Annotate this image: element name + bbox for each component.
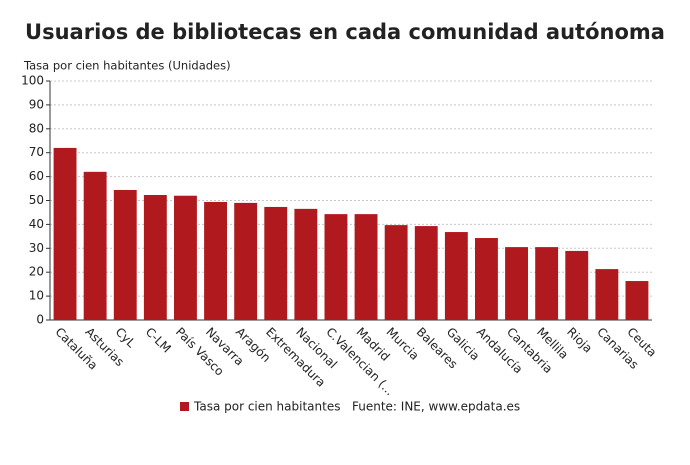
bar: [324, 214, 348, 320]
bar: [565, 250, 589, 320]
y-tick-label: 50: [29, 193, 44, 207]
y-tick-label: 30: [29, 241, 44, 255]
legend-swatch: [180, 402, 189, 411]
y-axis-label: Tasa por cien habitantes (Unidades): [23, 59, 231, 73]
bar: [354, 214, 378, 320]
bar: [234, 202, 258, 320]
bar: [83, 171, 107, 320]
x-tick-label: CyL: [113, 325, 139, 351]
y-tick-label: 100: [21, 74, 44, 88]
x-tick-label: C-LM: [143, 325, 174, 356]
bar: [113, 189, 137, 320]
bar: [174, 195, 197, 320]
bar: [505, 247, 528, 320]
bar: [595, 269, 619, 320]
bar: [204, 201, 227, 320]
bar: [475, 238, 498, 320]
x-tick-label: Murcia: [384, 325, 422, 363]
source: Fuente: INE, www.epdata.es: [352, 400, 520, 414]
bar: [384, 225, 408, 320]
bar: [294, 208, 318, 320]
bar: [444, 232, 468, 320]
bar: [625, 281, 649, 320]
bar: [143, 195, 167, 320]
bar: [264, 206, 288, 320]
y-tick-label: 60: [29, 169, 44, 183]
y-tick-label: 20: [29, 265, 44, 279]
y-tick-label: 10: [29, 289, 44, 303]
legend-label: Tasa por cien habitantes: [193, 400, 340, 414]
y-tick-label: 0: [36, 313, 44, 327]
bar: [414, 226, 438, 320]
y-tick-label: 90: [29, 97, 44, 111]
bar: [53, 147, 77, 320]
y-tick-label: 40: [29, 217, 44, 231]
bar: [535, 247, 559, 320]
chart-title: Usuarios de bibliotecas en cada comunida…: [25, 20, 665, 44]
y-tick-label: 70: [29, 145, 44, 159]
y-tick-label: 80: [29, 121, 44, 135]
